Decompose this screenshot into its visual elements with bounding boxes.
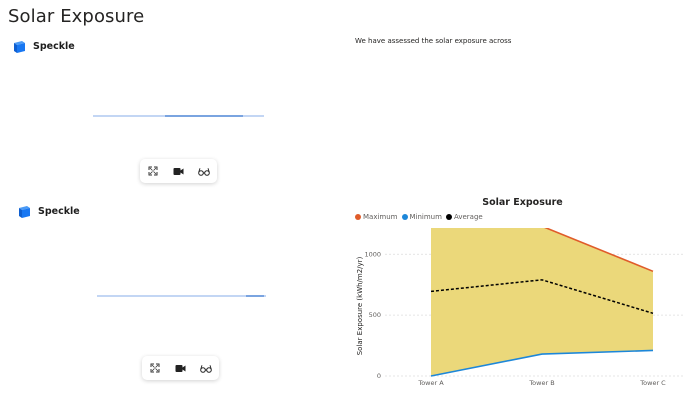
series-line-maximum <box>544 228 654 273</box>
y-tick-label: 0 <box>377 372 381 380</box>
camera-button[interactable] <box>167 162 189 180</box>
solar-exposure-chart: 0 500 1000 Tower A Tower B Tower C Solar Expos… <box>356 228 685 387</box>
speckle-header: Speckle <box>18 204 80 218</box>
legend-item-average[interactable]: Average <box>445 213 483 221</box>
speckle-brand-label: Speckle <box>38 205 80 217</box>
legend-label-average: Average <box>453 213 483 221</box>
y-tick-label: 500 <box>369 311 381 319</box>
camera-icon <box>175 364 186 372</box>
view-mode-button[interactable] <box>195 359 217 377</box>
legend-label-maximum: Maximum <box>363 213 398 221</box>
view-mode-button[interactable] <box>193 162 215 180</box>
fullscreen-icon <box>150 363 160 373</box>
fullscreen-button[interactable] <box>142 162 164 180</box>
viewer-toolbar <box>142 356 219 380</box>
chart-title: Solar Exposure <box>482 197 563 208</box>
fullscreen-icon <box>148 166 158 176</box>
y-tick-label: 1000 <box>364 250 381 258</box>
glasses-icon <box>198 167 210 176</box>
text-panel: We have assessed the solar exposure acro… <box>355 37 512 45</box>
x-tick-label: Tower B <box>528 379 554 387</box>
progress-fill <box>245 295 265 297</box>
exposure-range-band <box>431 228 653 376</box>
speckle-logo-icon <box>18 204 31 218</box>
page-title: Solar Exposure <box>8 6 145 27</box>
camera-icon <box>173 167 184 175</box>
series-line-minimum <box>430 349 654 377</box>
speckle-header: Speckle <box>13 39 75 53</box>
speckle-logo-icon <box>13 39 26 53</box>
legend-label-minimum: Minimum <box>409 213 442 221</box>
y-axis-title: Solar Exposure (kWh/m2/yr) <box>356 256 364 355</box>
loading-progress-bar <box>93 115 264 117</box>
legend-dot-average <box>445 214 452 220</box>
x-tick-label: Tower C <box>639 379 666 387</box>
legend-item-minimum[interactable]: Minimum <box>401 213 442 221</box>
series-line-average <box>430 279 654 315</box>
loading-progress-bar <box>97 295 266 297</box>
x-tick-label: Tower A <box>417 379 444 387</box>
legend-dot-maximum <box>355 214 361 220</box>
viewer-toolbar <box>140 159 217 183</box>
fullscreen-button[interactable] <box>144 359 166 377</box>
legend-dot-minimum <box>401 214 408 220</box>
speckle-brand-label: Speckle <box>33 40 75 52</box>
camera-button[interactable] <box>169 359 191 377</box>
progress-fill <box>164 115 244 117</box>
chart-legend: Maximum Minimum Average <box>355 213 487 221</box>
legend-item-maximum[interactable]: Maximum <box>355 213 398 221</box>
glasses-icon <box>200 364 212 373</box>
